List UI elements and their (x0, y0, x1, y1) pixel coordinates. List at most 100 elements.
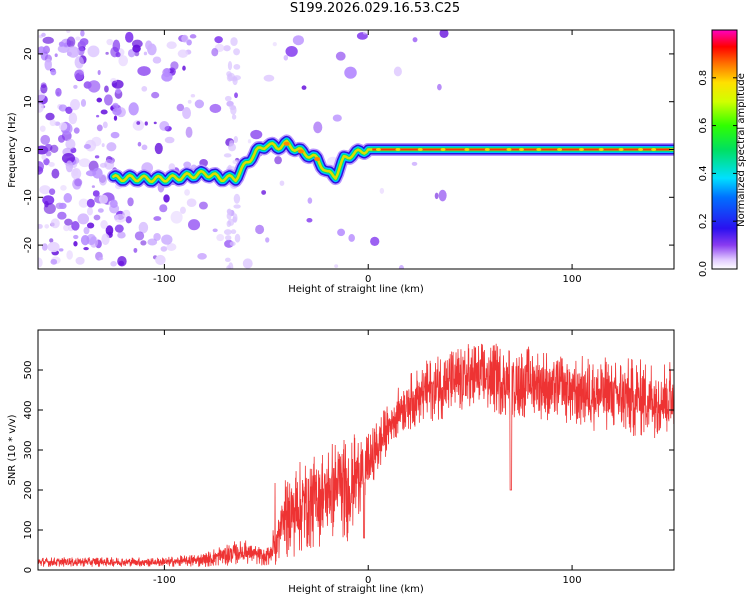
noise-blob (225, 235, 232, 241)
noise-blob (233, 136, 239, 144)
noise-blob (230, 229, 237, 235)
noise-blob (104, 159, 115, 170)
noise-blob (412, 37, 418, 43)
noise-blob (75, 36, 81, 41)
noise-blob (98, 194, 109, 204)
noise-blob (114, 224, 124, 233)
noise-blob (214, 36, 223, 44)
noise-blob (212, 228, 218, 233)
noise-blob (44, 200, 49, 208)
noise-blob (38, 257, 43, 268)
noise-blob (190, 93, 196, 98)
noise-blob (161, 234, 173, 245)
noise-blob (66, 36, 76, 48)
noise-blob (306, 217, 313, 223)
noise-blob (74, 56, 84, 69)
noise-blob (77, 213, 90, 225)
noise-blob (434, 192, 439, 200)
ridge-blob (651, 148, 657, 151)
y-tick-label: 10 (23, 95, 34, 108)
noise-blob (66, 30, 71, 34)
noise-blob (92, 190, 100, 197)
colorbar-axis: 0.0 0.2 0.4 0.6 0.8 (698, 70, 737, 277)
noise-blob (279, 180, 285, 186)
noise-blob (362, 31, 368, 35)
noise-blob (437, 83, 442, 91)
noise-blob (170, 210, 183, 224)
noise-blob (125, 216, 132, 224)
noise-blob (45, 150, 52, 157)
noise-blob (50, 144, 59, 153)
y-tick-label: 200 (23, 480, 34, 499)
noise-blob (41, 243, 48, 251)
noise-blob (153, 233, 161, 241)
noise-blob (65, 106, 73, 114)
noise-blob (230, 37, 238, 47)
noise-blob (83, 247, 89, 251)
noise-blob (60, 184, 67, 191)
noise-blob (255, 224, 265, 235)
colorbar-tick-label: 0.4 (698, 165, 709, 181)
noise-blob (58, 248, 64, 252)
noise-blob (111, 80, 118, 88)
noise-blob (250, 129, 263, 140)
noise-blob (73, 234, 79, 240)
noise-blob (233, 193, 241, 204)
snr-x-axis-label: Height of straight line (km) (288, 584, 424, 595)
y-tick-label: 300 (23, 440, 34, 459)
noise-blob (115, 88, 122, 94)
colorbar-tick-label: 0.0 (698, 261, 709, 277)
noise-blob (42, 36, 54, 44)
noise-blob (187, 99, 192, 104)
noise-blob (144, 121, 148, 126)
y-tick-label: 0 (23, 146, 34, 152)
noise-blob (104, 85, 109, 93)
noise-blob (247, 139, 252, 144)
noise-blob (224, 95, 232, 102)
noise-blob (179, 206, 186, 214)
noise-blob (75, 256, 85, 265)
colorbar-tick-label: 0.2 (698, 213, 709, 229)
noise-blob (110, 199, 118, 209)
noise-blob (231, 114, 237, 120)
noise-blob (344, 66, 357, 79)
noise-blob (285, 45, 298, 57)
y-tick-label: 0 (23, 567, 34, 573)
noise-blob (265, 237, 270, 243)
noise-blob (183, 161, 192, 168)
spectrogram-heatmap (38, 30, 674, 269)
noise-blob (134, 231, 145, 241)
noise-blob (152, 56, 162, 64)
noise-blob (186, 39, 192, 46)
noise-blob (228, 143, 237, 152)
noise-blob (112, 102, 119, 109)
ridge-blob (395, 148, 401, 151)
noise-blob (143, 51, 148, 56)
noise-blob (118, 55, 129, 67)
noise-blob (439, 30, 449, 38)
x-tick-label: -100 (153, 274, 176, 285)
noise-blob (71, 221, 80, 231)
noise-blob (211, 48, 219, 57)
noise-blob (185, 126, 193, 138)
noise-blob (177, 49, 189, 58)
noise-blob (40, 84, 48, 94)
noise-blob (161, 72, 173, 82)
noise-blob (137, 141, 142, 147)
noise-blob (114, 213, 127, 223)
noise-blob (58, 135, 65, 143)
noise-blob (70, 99, 81, 111)
noise-blob (136, 121, 141, 125)
x-tick-label: 0 (365, 575, 371, 586)
ridge-blob (618, 148, 624, 151)
noise-blob (106, 142, 117, 152)
noise-blob (233, 204, 241, 209)
noise-blob (71, 168, 82, 180)
noise-blob (43, 158, 50, 166)
noise-blob (313, 121, 323, 134)
colorbar (711, 29, 738, 270)
ridge-blob (283, 141, 290, 146)
noise-blob (112, 39, 121, 53)
noise-blob (64, 218, 73, 226)
noise-blob (106, 38, 114, 46)
